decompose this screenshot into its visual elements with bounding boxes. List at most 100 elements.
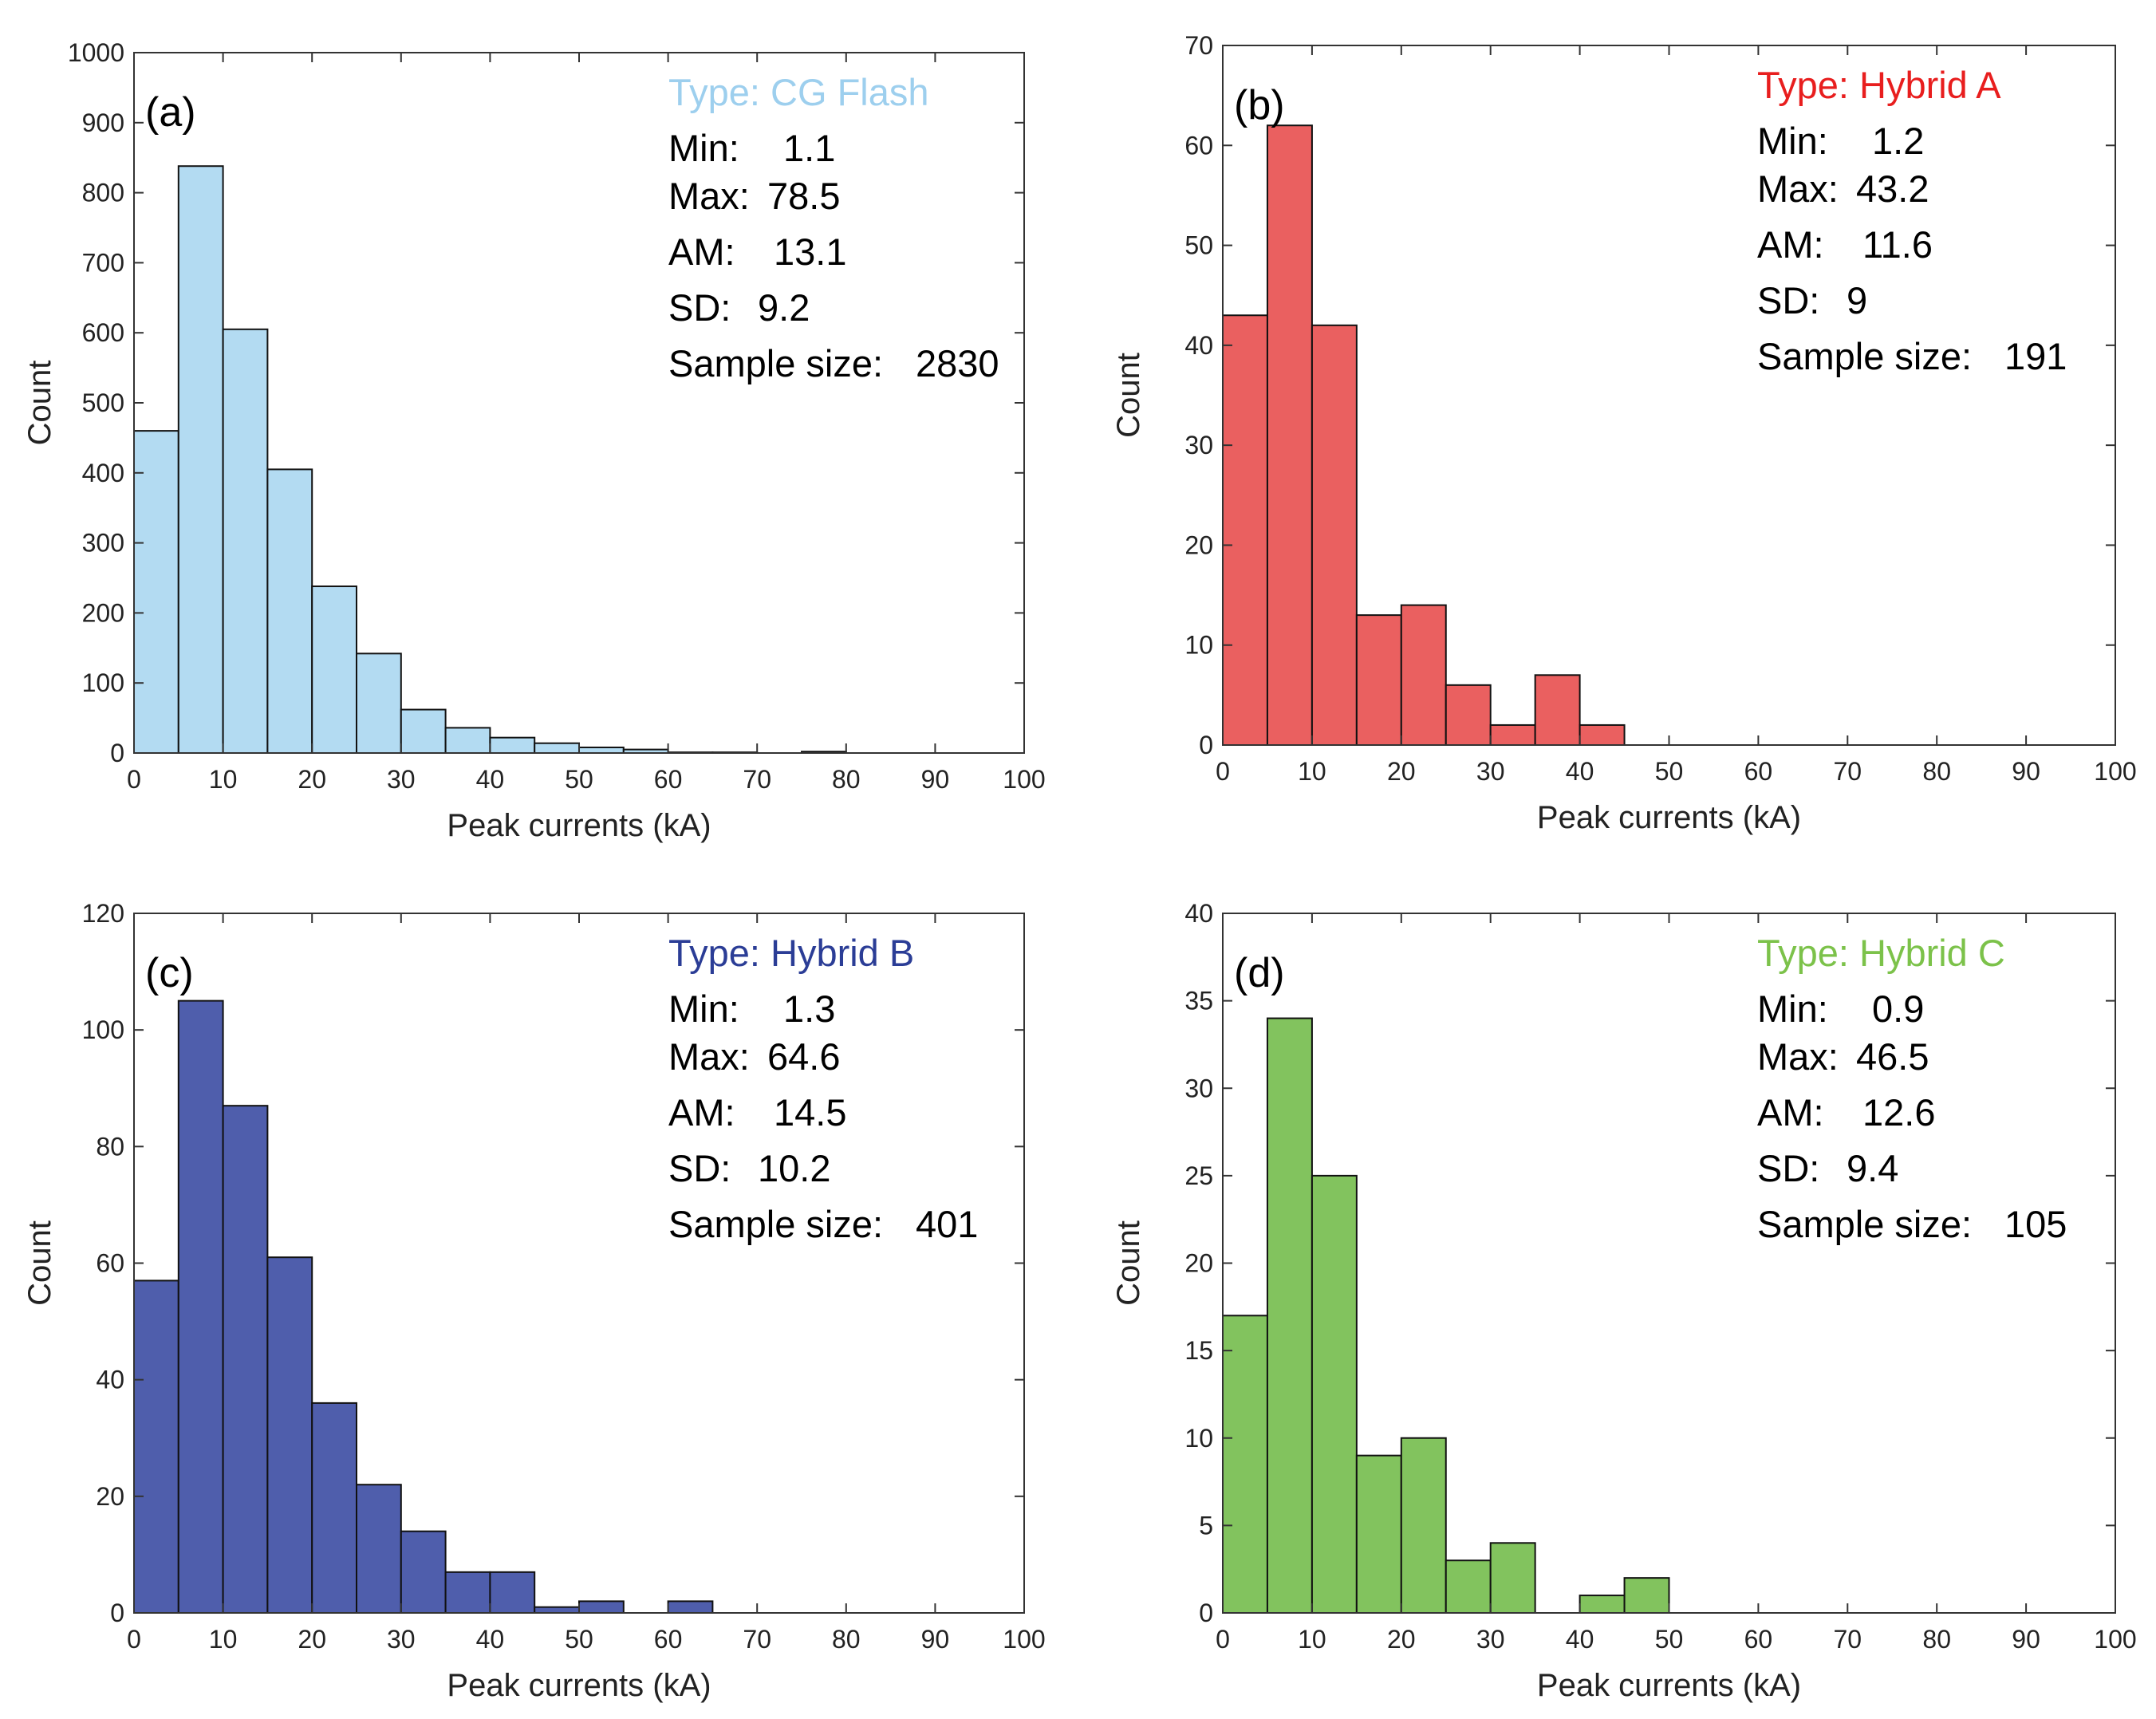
x-tick-label: 100 [1003, 1625, 1045, 1654]
x-tick-label: 40 [476, 765, 505, 794]
histogram-bar [177, 165, 224, 755]
panel-label: (b) [1234, 82, 1285, 128]
y-axis-label: Count [22, 361, 57, 446]
type-title: Type: Hybrid A [1757, 64, 2001, 106]
histogram-bar [667, 1600, 714, 1615]
x-tick-label: 30 [1476, 1625, 1505, 1654]
x-axis-label: Peak currents (kA) [447, 1668, 711, 1703]
y-tick-label: 50 [1184, 231, 1213, 260]
x-tick-label: 30 [1476, 757, 1505, 786]
x-tick-label: 100 [1003, 765, 1045, 794]
histogram-bar [1579, 723, 1626, 747]
panel-label: (c) [145, 950, 194, 996]
x-tick-label: 10 [1298, 1625, 1326, 1654]
x-tick-label: 0 [1216, 1625, 1230, 1654]
stat-label: Max: [668, 175, 750, 217]
histogram-bar [1311, 324, 1358, 746]
stat-label: SD: [668, 1147, 731, 1189]
y-tick-label: 10 [1184, 1424, 1213, 1453]
histogram-bar [1311, 1174, 1358, 1615]
y-tick-label: 20 [1184, 1249, 1213, 1278]
histogram-bar [1266, 124, 1313, 747]
y-tick-label: 60 [96, 1249, 124, 1278]
type-title: Type: Hybrid B [668, 932, 914, 974]
x-tick-label: 30 [387, 1625, 416, 1654]
y-tick-label: 60 [1184, 131, 1213, 160]
stat-value: 9.2 [758, 286, 810, 329]
stat-value: 64.6 [767, 1035, 840, 1078]
histogram-panel-2: 0 10 20 30 40 50 60 70 80 90 100 0 10 20 30 40 50 60 70 Pea… [1111, 31, 2137, 835]
x-tick-label: 60 [1744, 757, 1773, 786]
histogram-bar [400, 1530, 447, 1615]
y-tick-label: 120 [82, 899, 124, 928]
y-tick-label: 900 [82, 108, 124, 137]
x-tick-label: 50 [1655, 757, 1684, 786]
x-tick-label: 40 [1566, 757, 1594, 786]
histogram-bar [1222, 314, 1268, 746]
x-tick-label: 80 [832, 765, 861, 794]
x-tick-label: 70 [743, 765, 771, 794]
x-tick-label: 30 [387, 765, 416, 794]
x-tick-label: 100 [2094, 757, 2136, 786]
y-tick-label: 0 [1199, 1599, 1213, 1627]
histogram-bar [1400, 1437, 1447, 1614]
type-title: Type: Hybrid C [1757, 932, 2005, 974]
x-tick-label: 50 [565, 1625, 593, 1654]
y-tick-label: 700 [82, 248, 124, 277]
stat-label: SD: [668, 286, 731, 329]
x-tick-label: 90 [921, 765, 950, 794]
stat-label: SD: [1757, 1147, 1819, 1189]
histogram-bar [222, 328, 269, 754]
y-tick-label: 100 [82, 1015, 124, 1044]
stat-value: 46.5 [1856, 1035, 1929, 1078]
x-tick-label: 0 [127, 1625, 141, 1654]
y-tick-label: 400 [82, 459, 124, 487]
y-axis-label: Count [1111, 353, 1146, 438]
histogram-bar [489, 1571, 536, 1614]
x-tick-label: 10 [209, 765, 238, 794]
y-axis-label: Count [22, 1220, 57, 1306]
stat-value: 10.2 [758, 1147, 830, 1189]
sample-size-label: Sample size: [668, 1203, 883, 1245]
histogram-bar [133, 1279, 179, 1615]
histogram-bar [177, 999, 224, 1615]
histogram-bar [400, 708, 447, 754]
sample-size-value: 191 [2004, 335, 2067, 377]
x-tick-label: 50 [565, 765, 593, 794]
y-tick-label: 40 [1184, 331, 1213, 360]
stat-value: 43.2 [1856, 168, 1929, 210]
stat-value: 14.5 [774, 1091, 846, 1134]
x-tick-label: 20 [1387, 1625, 1416, 1654]
y-tick-label: 5 [1199, 1511, 1213, 1540]
histogram-bar [266, 468, 313, 754]
stat-label: AM: [668, 1091, 735, 1134]
histogram-bar [311, 1402, 358, 1615]
stat-value: 1.2 [1872, 120, 1924, 162]
x-tick-label: 10 [1298, 757, 1326, 786]
histogram-bar [1579, 1595, 1626, 1614]
histogram-bar [1222, 1315, 1268, 1615]
y-tick-label: 100 [82, 668, 124, 697]
x-tick-label: 90 [2012, 757, 2040, 786]
x-axis-label: Peak currents (kA) [1537, 800, 1801, 835]
x-tick-label: 70 [1834, 1625, 1862, 1654]
stat-value: 12.6 [1862, 1091, 1935, 1134]
y-tick-label: 1000 [68, 38, 124, 67]
histogram-bar [1623, 1577, 1670, 1615]
y-tick-label: 30 [1184, 431, 1213, 459]
x-tick-label: 90 [2012, 1625, 2040, 1654]
histogram-bar [578, 1600, 625, 1615]
x-tick-label: 90 [921, 1625, 950, 1654]
histogram-bar [444, 727, 491, 755]
x-tick-label: 40 [1566, 1625, 1594, 1654]
histogram-panel-4: 0 10 20 30 40 50 60 70 80 90 100 0 5 10 15 20 25 30 35 40 Pe… [1111, 899, 2137, 1703]
stat-label: AM: [668, 231, 735, 273]
stat-label: Min: [668, 988, 739, 1030]
histogram-panel-3: 0 10 20 30 40 50 60 70 80 90 100 0 20 40 60 80 100 120 Pea… [22, 899, 1046, 1703]
stat-label: Min: [668, 127, 739, 169]
histogram-bar [578, 746, 625, 754]
sample-size-label: Sample size: [1757, 1203, 1972, 1245]
y-tick-label: 600 [82, 318, 124, 347]
x-tick-label: 20 [298, 765, 326, 794]
y-axis-label: Count [1111, 1220, 1146, 1306]
